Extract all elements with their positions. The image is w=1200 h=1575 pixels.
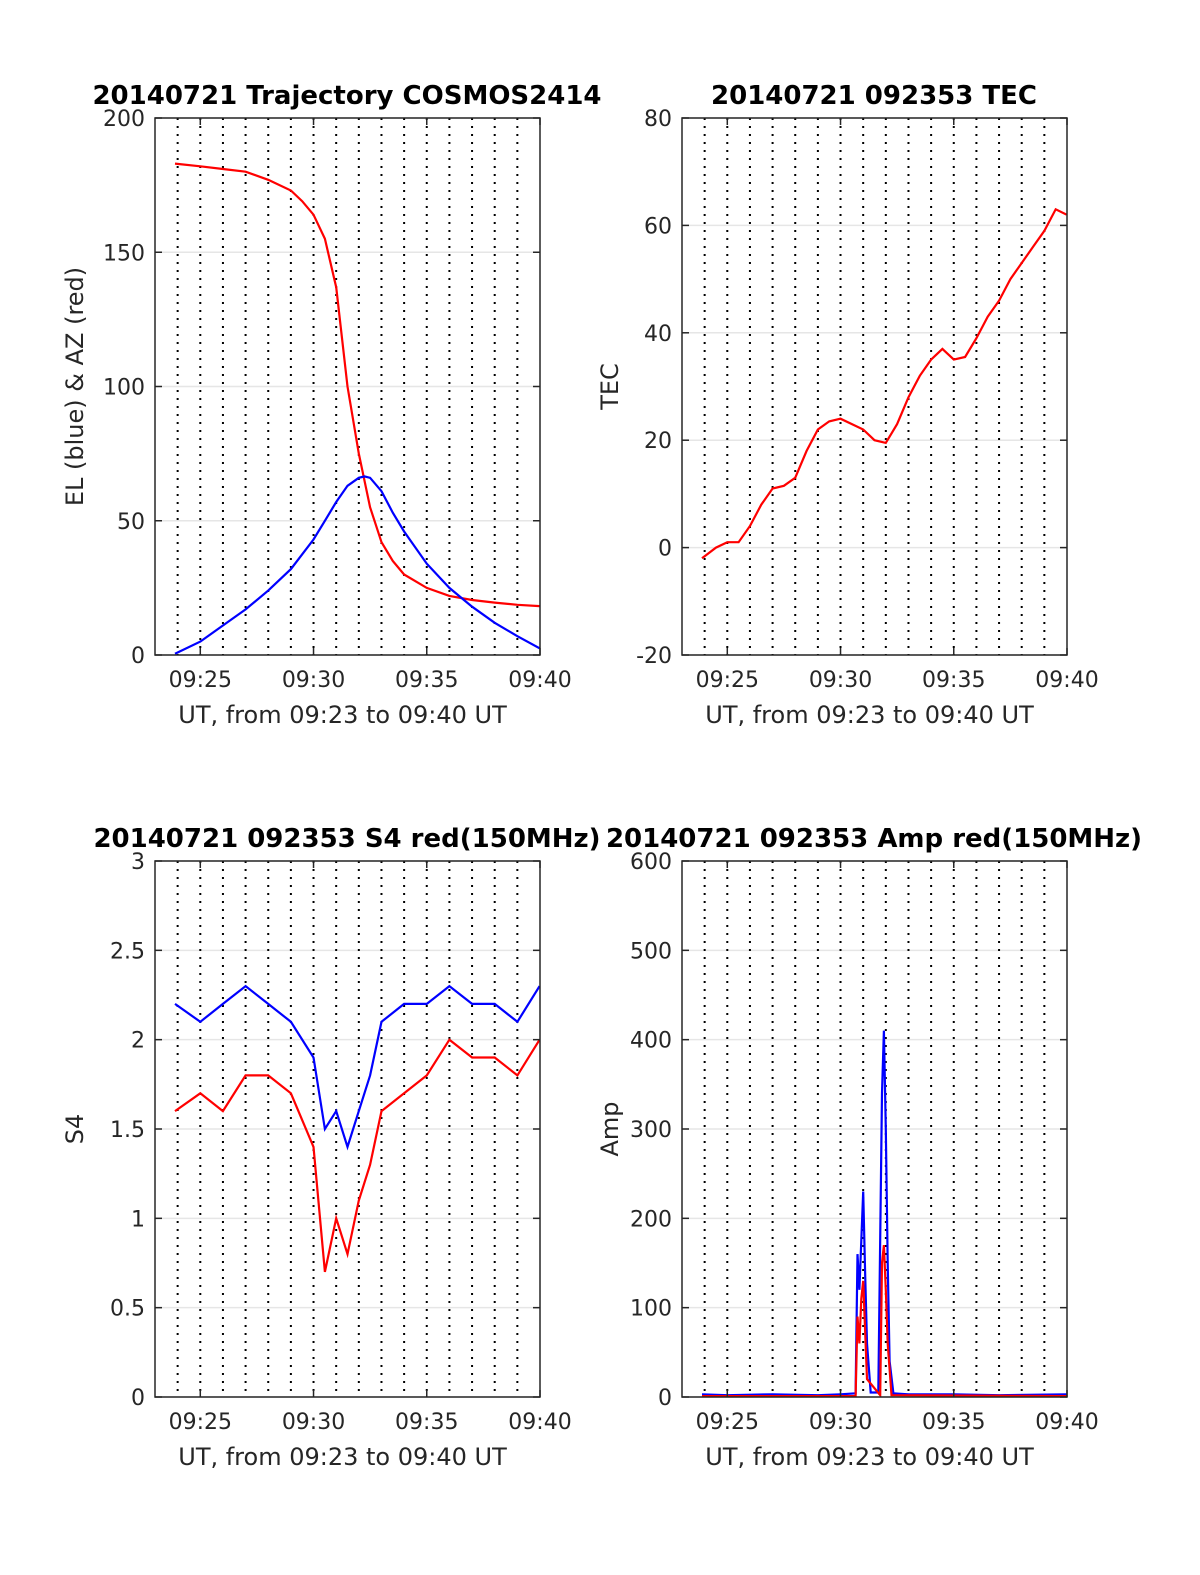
x-axis-label: UT, from 09:23 to 09:40 UT [705, 701, 1034, 729]
y-tick-label: 2.5 [110, 939, 145, 964]
y-tick-label: 0 [658, 537, 672, 562]
chart-title: 20140721 Trajectory COSMOS2414 [92, 81, 601, 111]
y-tick-label: 500 [630, 939, 672, 964]
y-tick-label: 100 [103, 376, 145, 401]
x-axis-label: UT, from 09:23 to 09:40 UT [705, 1443, 1034, 1471]
y-tick-label: -20 [636, 644, 672, 669]
y-tick-label: 2 [131, 1029, 145, 1054]
series-line-2 [174, 984, 540, 1151]
y-tick-label: 0 [131, 1386, 145, 1411]
series-line-2 [174, 475, 540, 655]
x-tick-label: 09:35 [395, 668, 458, 693]
chart-title: 20140721 092353 TEC [711, 81, 1037, 111]
x-tick-label: 09:35 [922, 1410, 985, 1435]
y-tick-label: 1.5 [110, 1118, 145, 1143]
series-line-2 [702, 1244, 1067, 1397]
y-tick-label: 50 [117, 510, 145, 535]
y-axis-label: Amp [596, 1101, 624, 1156]
chart-trajectory: 0 50 100 150 200 09:25 09:30 09:35 09:40 20140721… [61, 81, 602, 729]
chart-tec: -20 0 20 40 60 80 09:25 09:30 09:35 09:40 20140721… [596, 81, 1099, 729]
y-tick-label: 400 [630, 1029, 672, 1054]
y-tick-label: 1 [131, 1207, 145, 1232]
chart-title: 20140721 092353 Amp red(150MHz) [606, 824, 1142, 854]
series-line-1 [174, 1038, 540, 1273]
y-tick-label: 200 [103, 107, 145, 132]
x-tick-label: 09:25 [169, 1410, 232, 1435]
series-line-1 [701, 1030, 1067, 1397]
axes-frame [681, 117, 1068, 656]
x-tick-label: 09:25 [696, 1410, 759, 1435]
x-tick-label: 09:25 [169, 668, 232, 693]
y-tick-label: 0 [658, 1386, 672, 1411]
x-axis-label: UT, from 09:23 to 09:40 UT [178, 701, 507, 729]
series-line-1 [701, 207, 1067, 560]
x-axis-label: UT, from 09:23 to 09:40 UT [178, 1443, 507, 1471]
chart-s4: 0 0.5 1 1.5 2 2.5 3 09:25 09:30 09:35 09:40 2014072… [61, 824, 601, 1471]
y-tick-label: 40 [644, 322, 672, 347]
x-tick-label: 09:30 [809, 1410, 872, 1435]
y-tick-label: 20 [644, 429, 672, 454]
y-tick-label: 300 [630, 1118, 672, 1143]
chart-title: 20140721 092353 S4 red(150MHz) [93, 824, 600, 854]
x-tick-label: 09:40 [1035, 1410, 1098, 1435]
chart-amp: 0 100 200 300 400 500 600 09:25 09:30 09:35 09:40 2… [596, 824, 1142, 1471]
y-axis-label: TEC [596, 363, 624, 411]
y-tick-label: 600 [630, 850, 672, 875]
x-tick-label: 09:30 [809, 668, 872, 693]
y-tick-label: 150 [103, 241, 145, 266]
x-tick-label: 09:40 [508, 668, 571, 693]
x-tick-label: 09:35 [395, 1410, 458, 1435]
x-tick-label: 09:40 [1035, 668, 1098, 693]
y-tick-label: 200 [630, 1207, 672, 1232]
y-tick-label: 3 [131, 850, 145, 875]
x-tick-label: 09:30 [282, 1410, 345, 1435]
x-tick-label: 09:35 [922, 668, 985, 693]
y-tick-label: 0 [131, 644, 145, 669]
axes-background [682, 118, 1067, 655]
x-tick-label: 09:25 [696, 668, 759, 693]
x-tick-label: 09:30 [282, 668, 345, 693]
x-tick-label: 09:40 [508, 1410, 571, 1435]
y-tick-label: 0.5 [110, 1297, 145, 1322]
y-tick-label: 100 [630, 1297, 672, 1322]
y-tick-label: 60 [644, 214, 672, 239]
y-tick-label: 80 [644, 107, 672, 132]
y-axis-label: EL (blue) & AZ (red) [61, 267, 89, 506]
y-axis-label: S4 [61, 1114, 89, 1145]
